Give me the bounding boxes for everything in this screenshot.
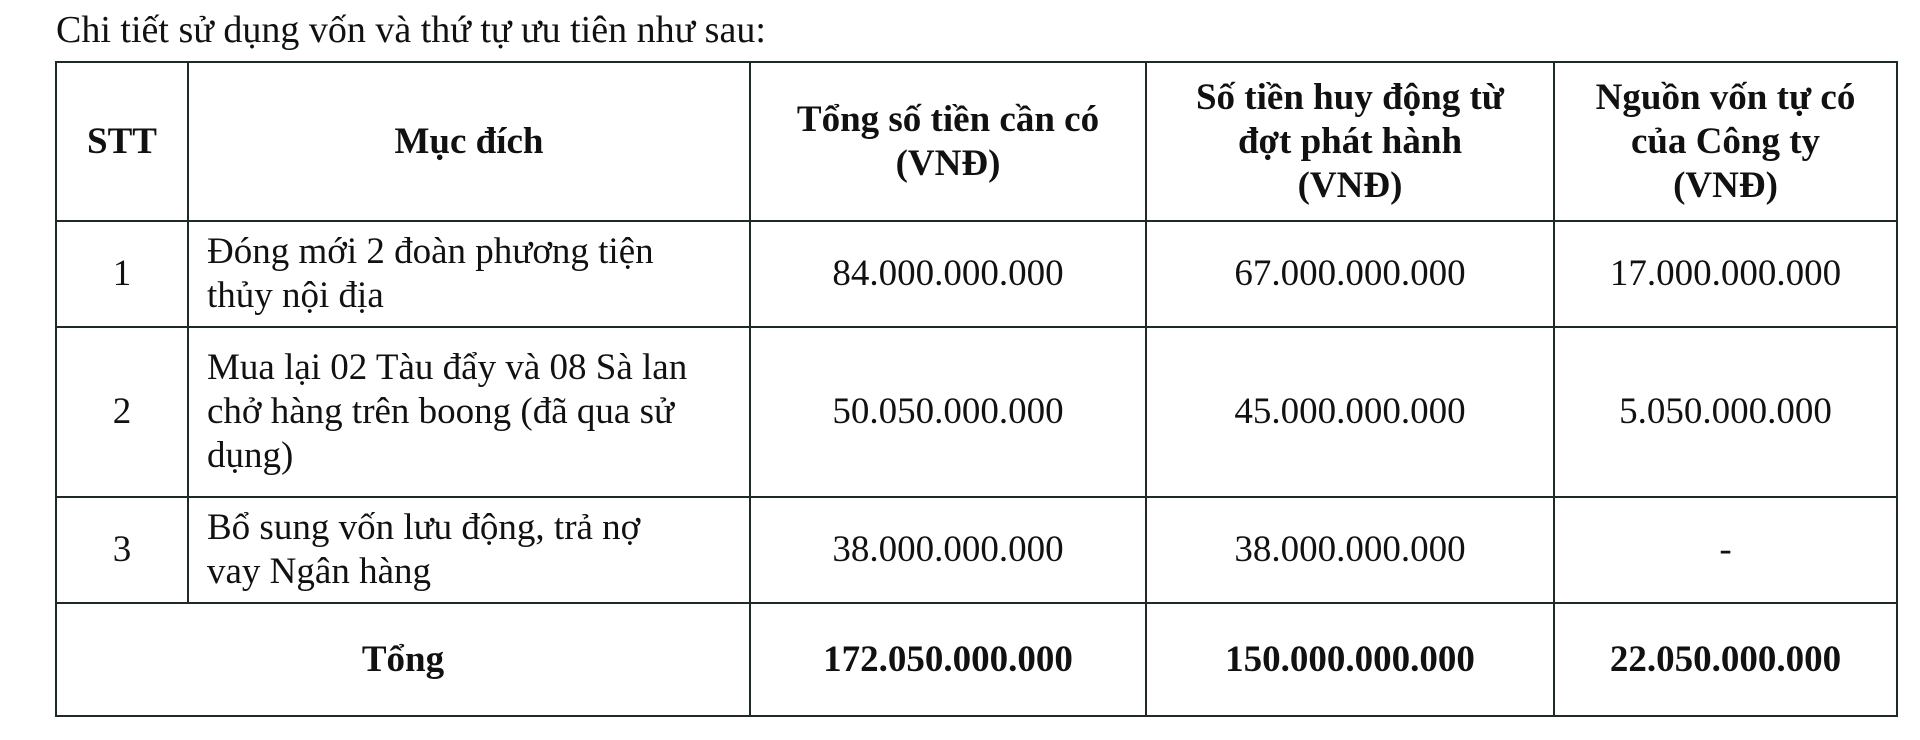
cell-total: 84.000.000.000	[749, 220, 1147, 328]
cell-raised: 67.000.000.000	[1145, 220, 1555, 328]
total-row: Tổng 172.050.000.000 150.000.000.000 22.…	[55, 602, 1898, 717]
total-label: Tổng	[55, 602, 751, 717]
header-row: STT Mục đích Tổng số tiền cần có (VNĐ) S…	[55, 61, 1898, 222]
cell-own: 17.000.000.000	[1553, 220, 1898, 328]
header-stt: STT	[55, 61, 189, 222]
table-row: 2 Mua lại 02 Tàu đẩy và 08 Sà lan chở hà…	[55, 326, 1898, 498]
cell-stt: 1	[55, 220, 189, 328]
header-total: Tổng số tiền cần có (VNĐ)	[749, 61, 1147, 222]
capital-usage-table: STT Mục đích Tổng số tiền cần có (VNĐ) S…	[55, 61, 1898, 717]
cell-total: 50.050.000.000	[749, 326, 1147, 498]
cell-stt: 2	[55, 326, 189, 498]
cell-total: 38.000.000.000	[749, 496, 1147, 604]
cell-purpose: Đóng mới 2 đoàn phương tiện thủy nội địa	[187, 220, 751, 328]
cell-own: -	[1553, 496, 1898, 604]
cell-purpose: Bổ sung vốn lưu động, trả nợ vay Ngân hà…	[187, 496, 751, 604]
cell-own: 5.050.000.000	[1553, 326, 1898, 498]
intro-text: Chi tiết sử dụng vốn và thứ tự ưu tiên n…	[56, 9, 766, 51]
cell-stt: 3	[55, 496, 189, 604]
cell-raised: 45.000.000.000	[1145, 326, 1555, 498]
header-raised: Số tiền huy động từ đợt phát hành (VNĐ)	[1145, 61, 1555, 222]
total-own: 22.050.000.000	[1553, 602, 1898, 717]
total-raised: 150.000.000.000	[1145, 602, 1555, 717]
table-row: 1 Đóng mới 2 đoàn phương tiện thủy nội đ…	[55, 220, 1898, 328]
table-row: 3 Bổ sung vốn lưu động, trả nợ vay Ngân …	[55, 496, 1898, 604]
cell-purpose: Mua lại 02 Tàu đẩy và 08 Sà lan chở hàng…	[187, 326, 751, 498]
header-purpose: Mục đích	[187, 61, 751, 222]
total-total: 172.050.000.000	[749, 602, 1147, 717]
header-own: Nguồn vốn tự có của Công ty (VNĐ)	[1553, 61, 1898, 222]
cell-raised: 38.000.000.000	[1145, 496, 1555, 604]
